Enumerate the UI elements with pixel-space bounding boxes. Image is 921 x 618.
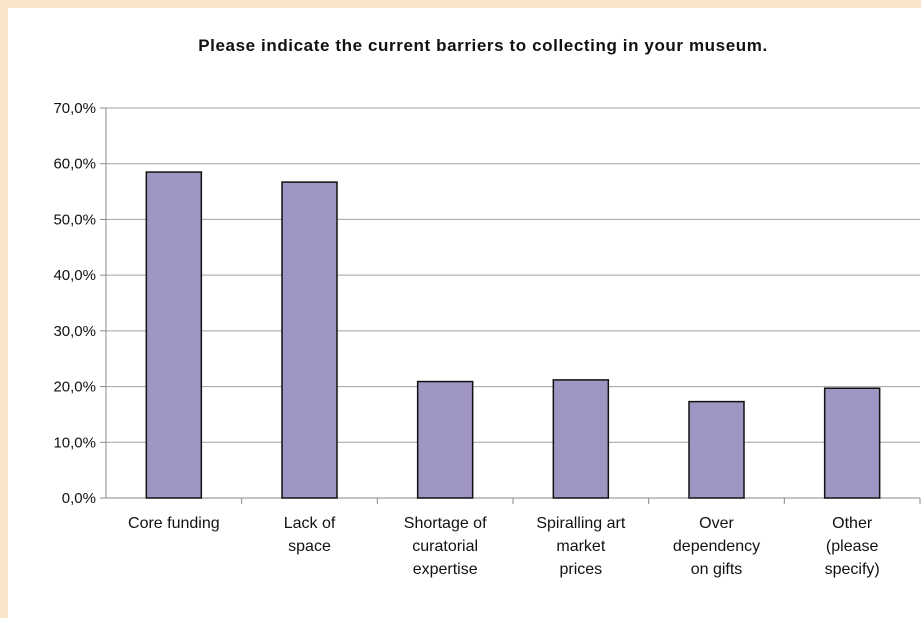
x-category-label-line: Shortage of	[404, 515, 487, 532]
x-category-label-line: Lack of	[284, 515, 336, 532]
x-category-label-line: on gifts	[691, 561, 743, 578]
bar	[145, 171, 203, 499]
gridlines	[106, 107, 920, 443]
x-category-label: Shortage of curatorial expertise	[404, 515, 487, 578]
x-category-label: Over dependency on gifts	[673, 515, 760, 578]
y-tick-label: 30,0%	[53, 323, 96, 340]
x-category-label-line: Other	[832, 515, 873, 532]
y-tick-label: 40,0%	[53, 267, 96, 284]
x-category-label-line: curatorial	[412, 538, 478, 555]
y-tick-label: 70,0%	[53, 100, 96, 117]
x-category-labels: Core funding Lack of space Shortage of curat…	[128, 515, 880, 578]
y-tick-label: 10,0%	[53, 434, 96, 451]
bar	[823, 387, 881, 499]
x-category-label-line: market	[556, 538, 605, 555]
x-category-label-line: Spiralling art	[536, 515, 625, 532]
chart-title: Please indicate the current barriers to …	[198, 36, 768, 55]
x-category-label-line: expertise	[413, 561, 478, 578]
x-category-label-line: prices	[559, 561, 602, 578]
y-tick-label: 50,0%	[53, 211, 96, 228]
x-category-label-line: Core funding	[128, 515, 220, 532]
x-category-label-line: dependency	[673, 538, 760, 555]
y-tick-label: 20,0%	[53, 379, 96, 396]
bar	[688, 400, 745, 499]
x-category-label: Core funding	[128, 515, 220, 532]
bar	[416, 380, 474, 499]
bars	[145, 171, 881, 499]
y-tick-label: 0,0%	[62, 490, 96, 507]
bar	[281, 181, 338, 499]
y-tick-label: 60,0%	[53, 156, 96, 173]
x-category-label: Other (please specify)	[825, 515, 880, 578]
y-tick-labels: 0,0% 10,0% 20,0% 30,0% 40,0% 50,0% 60,0% 70,0%	[53, 100, 96, 507]
x-category-label-line: space	[288, 538, 331, 555]
x-category-label-line: Over	[699, 515, 734, 532]
x-category-label-line: specify)	[825, 561, 880, 578]
bar	[552, 379, 610, 499]
x-category-label-line: (please	[826, 538, 879, 555]
bar-chart: Please indicate the current barriers to …	[53, 36, 921, 578]
x-category-label: Spiralling art market prices	[536, 515, 625, 578]
x-category-label: Lack of space	[284, 515, 336, 555]
axes	[100, 107, 921, 504]
chart-panel: Please indicate the current barriers to …	[8, 8, 921, 618]
